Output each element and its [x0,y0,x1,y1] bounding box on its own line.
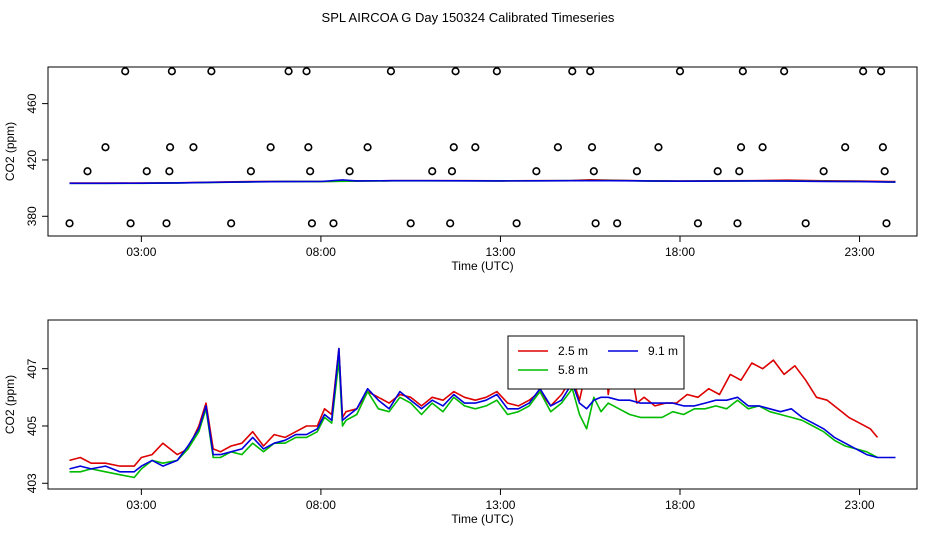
top-x-axis-label: Time (UTC) [451,259,513,273]
top-calibration-point [532,167,541,176]
top-calibration-point [447,167,457,176]
bottom-series-line-5-8-m [69,359,878,479]
top-calibration-point [121,67,130,76]
top-calibration-point [284,67,293,76]
top-calibration-point [654,143,663,152]
top-calibration-point [591,219,600,228]
bottom-legend-label: 2.5 m [558,344,588,358]
bottom-series-line-9-1-m [69,347,896,473]
bottom-series-line-2-5-m [69,339,879,467]
bottom-legend-label: 5.8 m [558,363,588,377]
top-calibration-point [446,219,455,228]
top-x-tick-label: 13:00 [485,245,515,259]
top-calibration-point [246,167,255,176]
bottom-y-tick-label: 403 [25,473,39,493]
top-calibration-point [304,143,313,152]
bottom-x-tick-label: 03:00 [126,498,156,512]
bottom-y-axis-label: CO2 (ppm) [3,375,17,434]
bottom-y-tick-label: 405 [25,416,39,436]
top-y-tick-label: 380 [25,206,39,226]
top-y-tick-label: 420 [25,150,39,170]
top-calibration-point [780,67,789,76]
top-calibration-point [738,67,747,76]
top-calibration-point [165,143,175,152]
bottom-x-tick-label: 08:00 [306,498,336,512]
top-calibration-point [449,143,458,152]
top-calibration-point [83,167,92,176]
top-calibration-point [632,167,642,176]
bottom-panel: 03:00 08:00 13:00 18:00 23:00 403 405 407 Time (… [3,319,918,526]
top-calibration-point [880,167,889,176]
top-calibration-point [307,219,317,228]
top-calibration-point [587,143,597,152]
top-plot-area [69,179,896,185]
top-x-tick-label: 18:00 [665,245,695,259]
top-calibration-point [693,219,703,228]
top-calibration-point [126,219,135,228]
top-x-tick-label: 08:00 [306,245,336,259]
bottom-plot-area [69,339,896,479]
top-calibration-point [142,167,151,176]
bottom-x-tick-label: 13:00 [485,498,515,512]
top-calibration-point [713,167,722,176]
top-calibration-point [165,167,174,176]
top-series-line-9-1-m [69,179,896,185]
top-calibration-point [876,67,886,76]
top-calibration-point [878,143,887,152]
top-calibration-point [735,167,744,176]
top-calibration-point [406,219,415,228]
top-calibration-point [329,219,338,228]
top-calibration-point [841,143,850,152]
top-plot-frame [47,66,918,237]
top-calibration-point [819,167,828,176]
figure-title: SPL AIRCOA G Day 150324 Calibrated Times… [322,10,615,25]
top-calibration-point [492,67,501,76]
top-calibration-point [553,143,563,152]
top-calibration-point [451,67,460,76]
top-calibration-point [306,167,315,176]
top-calibration-point [613,219,622,228]
top-calibration-point [227,219,236,228]
top-calibration-point [859,67,868,76]
top-calibration-point [589,167,598,176]
top-calibration-point [189,143,198,152]
top-calibration-point [675,67,685,76]
top-y-axis-label: CO2 (ppm) [3,122,17,181]
top-y-tick-label: 460 [25,93,39,113]
top-calibration-point [512,219,521,228]
bottom-y-tick-label: 407 [25,358,39,378]
top-calibration-point [345,167,354,176]
top-x-tick-label: 23:00 [845,245,875,259]
top-calibration-point [65,219,74,228]
bottom-legend: 2.5 m 5.8 m 9.1 m [507,335,685,390]
top-calibration-point [471,143,480,152]
bottom-x-tick-label: 23:00 [845,498,875,512]
bottom-plot-frame [47,319,918,490]
top-calibration-point [363,143,372,152]
bottom-legend-label: 9.1 m [648,344,678,358]
top-calibration-point [736,143,746,152]
top-calibration-point [882,219,891,228]
top-calibration-point [266,143,275,152]
top-calibration-point [386,67,396,76]
top-calibration-point [207,67,216,76]
top-calibration-point [568,67,577,76]
top-calibration-point [428,167,437,176]
top-calibration-point [101,143,110,152]
bottom-legend-box [507,335,685,390]
top-calibration-point [586,67,595,76]
top-x-tick-label: 03:00 [126,245,156,259]
top-calibration-point [162,219,171,228]
bottom-x-tick-label: 18:00 [665,498,695,512]
top-calibration-point [302,67,311,76]
top-calibration-point [733,219,742,228]
bottom-x-axis-label: Time (UTC) [451,512,513,526]
top-calibration-point [758,143,767,152]
top-calibration-point [167,67,176,76]
top-panel: 03:00 08:00 13:00 18:00 23:00 380 420 460 Time (… [3,66,918,273]
top-calibration-point [801,219,810,228]
